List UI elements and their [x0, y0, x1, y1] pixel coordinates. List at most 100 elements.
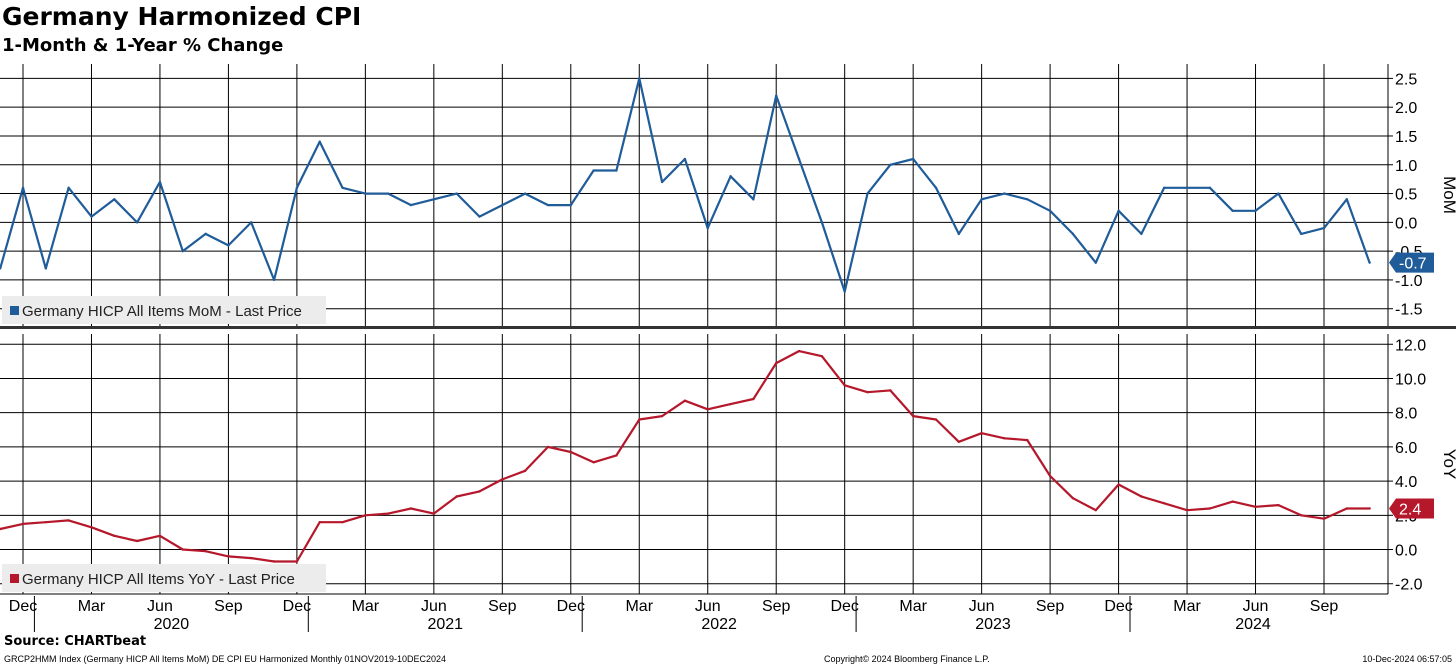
- last-value-badge: [1389, 252, 1434, 273]
- last-value-badge: [1389, 498, 1434, 519]
- y-tick-label: 2.5: [1395, 71, 1417, 88]
- legend-swatch: [10, 306, 19, 315]
- data-point: [1003, 192, 1006, 195]
- data-point: [1254, 505, 1257, 508]
- data-point: [546, 203, 550, 207]
- data-point: [1368, 261, 1371, 264]
- y-tick-label: 4.0: [1395, 474, 1417, 491]
- legend-swatch: [10, 574, 19, 583]
- data-point: [729, 175, 732, 178]
- data-point: [889, 163, 892, 166]
- x-tick-label: Sep: [488, 598, 517, 615]
- x-tick-label: Mar: [899, 598, 927, 615]
- x-tick-label: Dec: [9, 598, 37, 615]
- data-point: [1277, 192, 1280, 195]
- x-tick-label: Mar: [1173, 598, 1201, 615]
- data-point: [1026, 438, 1029, 442]
- data-point: [683, 399, 687, 402]
- y-axis-label: MoM: [1440, 176, 1456, 214]
- data-point: [1094, 261, 1097, 264]
- legend-box: [2, 564, 326, 592]
- data-point: [90, 215, 93, 218]
- chart-subtitle: 1-Month & 1-Year % Change: [2, 35, 284, 56]
- data-point: [21, 522, 25, 526]
- data-point: [341, 186, 344, 190]
- last-value-label: -0.7: [1399, 256, 1427, 273]
- data-point: [1140, 495, 1143, 498]
- data-point: [843, 384, 846, 387]
- timestamp: 10-Dec-2024 06:57:05: [1362, 654, 1452, 664]
- data-point: [1231, 209, 1234, 213]
- data-point: [1163, 186, 1166, 190]
- data-point: [1140, 232, 1143, 236]
- data-point: [478, 215, 481, 218]
- data-point: [1231, 500, 1234, 503]
- data-point: [752, 198, 755, 201]
- data-point: [44, 267, 48, 270]
- data-point: [295, 560, 299, 563]
- data-point: [1368, 507, 1371, 510]
- data-point: [1322, 226, 1326, 230]
- data-point: [706, 226, 709, 230]
- data-point: [797, 349, 801, 353]
- data-point: [455, 192, 458, 195]
- data-point: [250, 556, 253, 560]
- legend-box: [2, 296, 326, 324]
- data-point: [1277, 503, 1280, 507]
- data-point: [592, 461, 595, 464]
- x-tick-label: Mar: [78, 598, 106, 615]
- x-tick-label: Mar: [352, 598, 380, 615]
- data-point: [181, 548, 184, 551]
- series-layer: [0, 77, 1371, 563]
- data-point: [432, 198, 436, 201]
- series-line: [0, 77, 1371, 293]
- x-tick-label: Jun: [695, 598, 721, 615]
- data-point: [1345, 198, 1349, 201]
- data-point: [706, 408, 709, 411]
- data-point: [135, 221, 139, 224]
- x-tick-label: Mar: [625, 598, 653, 615]
- data-point: [364, 514, 367, 517]
- panel-divider: [0, 326, 1456, 329]
- x-tick-label: Dec: [557, 598, 585, 615]
- y-tick-label: 1.5: [1395, 129, 1417, 146]
- data-point: [501, 478, 504, 481]
- y-tick-label: 0.5: [1395, 187, 1417, 204]
- data-point: [775, 361, 778, 365]
- data-point: [1117, 209, 1120, 213]
- data-point: [843, 290, 846, 293]
- data-point: [660, 414, 664, 418]
- y-tick-label: 0.0: [1395, 543, 1417, 560]
- data-point: [683, 157, 687, 161]
- data-point: [615, 454, 618, 457]
- data-point: [113, 198, 116, 201]
- source-note: Source: CHARTbeat: [4, 634, 147, 649]
- x-tick-label: Jun: [147, 598, 173, 615]
- data-point: [1048, 209, 1052, 213]
- y-tick-label: 10.0: [1395, 371, 1426, 388]
- data-point: [889, 389, 892, 392]
- y-tick-label: -1.0: [1395, 273, 1423, 290]
- year-label: 2022: [701, 616, 737, 633]
- data-point: [980, 432, 983, 435]
- data-point: [135, 539, 139, 543]
- x-tick-label: Jun: [1243, 598, 1269, 615]
- data-point: [1322, 517, 1326, 520]
- data-point: [638, 77, 641, 80]
- data-point: [386, 192, 390, 195]
- year-label: 2023: [975, 616, 1011, 633]
- data-point: [1185, 508, 1189, 512]
- ticker-info: GRCP2HMM Index (Germany HICP All Items M…: [4, 654, 446, 664]
- data-point: [364, 192, 367, 195]
- data-point: [67, 186, 70, 190]
- copyright-note: Copyright© 2024 Bloomberg Finance L.P.: [824, 654, 990, 664]
- x-tick-label: Jun: [969, 598, 995, 615]
- data-point: [272, 278, 276, 282]
- data-point: [1003, 437, 1006, 440]
- data-point: [318, 520, 321, 524]
- data-point: [866, 192, 869, 195]
- data-point: [67, 519, 70, 522]
- x-tick-label: Jun: [421, 598, 447, 615]
- data-point: [44, 520, 48, 524]
- data-point: [934, 186, 938, 190]
